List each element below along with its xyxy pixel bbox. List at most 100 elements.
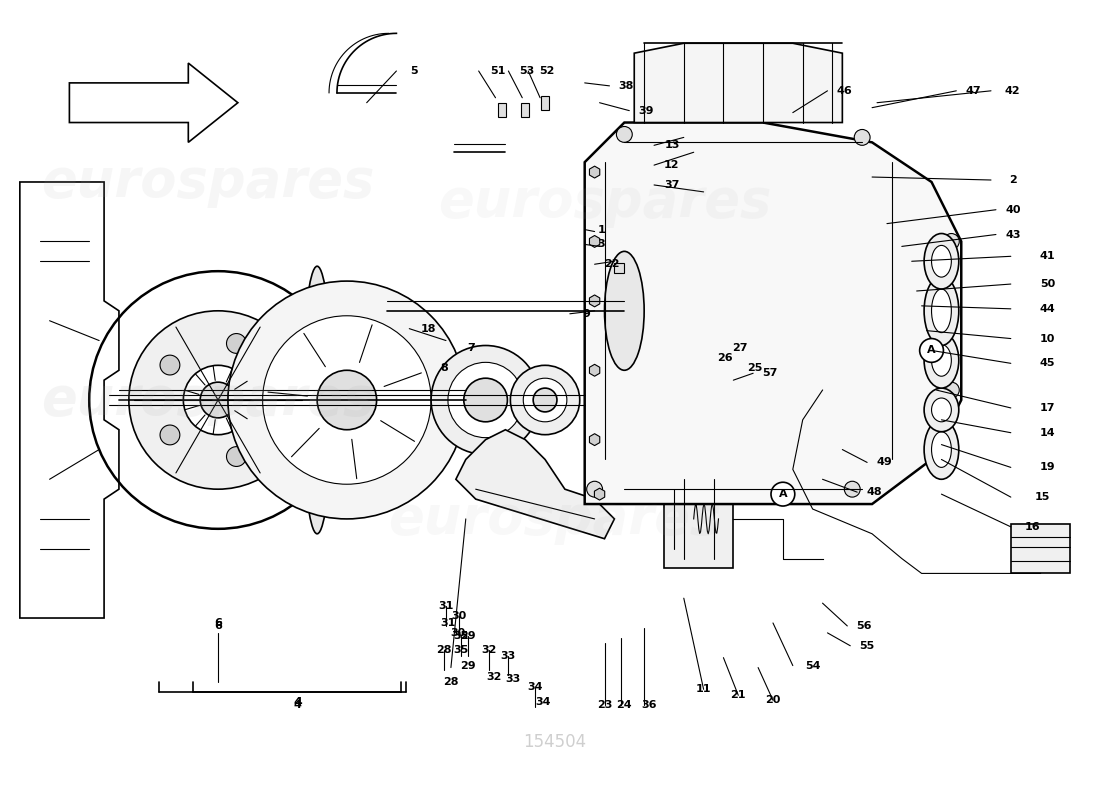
Text: 28: 28	[437, 645, 452, 654]
Text: 52: 52	[539, 66, 554, 76]
Bar	[1011, 524, 1070, 574]
Circle shape	[464, 378, 507, 422]
Circle shape	[129, 311, 307, 489]
Text: 15: 15	[1035, 492, 1050, 502]
Polygon shape	[585, 122, 961, 504]
Text: 26: 26	[717, 354, 734, 363]
Polygon shape	[635, 43, 843, 122]
Circle shape	[510, 366, 580, 434]
Text: 37: 37	[664, 180, 680, 190]
Text: 39: 39	[638, 106, 653, 116]
Text: 3: 3	[597, 239, 605, 250]
Text: 35: 35	[453, 631, 469, 641]
Text: 4: 4	[294, 700, 301, 710]
Text: 48: 48	[866, 487, 882, 497]
Text: 5: 5	[410, 66, 418, 76]
Ellipse shape	[302, 266, 332, 534]
Text: 35: 35	[453, 645, 469, 654]
Circle shape	[160, 425, 179, 445]
Ellipse shape	[932, 289, 952, 333]
Text: 22: 22	[604, 259, 619, 270]
Text: 53: 53	[519, 66, 535, 76]
Text: 31: 31	[438, 601, 453, 611]
Text: 50: 50	[1040, 279, 1055, 289]
Text: 36: 36	[641, 700, 657, 710]
Text: 32: 32	[481, 645, 496, 654]
Text: 12: 12	[664, 160, 680, 170]
Text: A: A	[779, 489, 788, 499]
Text: eurospares: eurospares	[388, 493, 722, 545]
Text: eurospares: eurospares	[438, 176, 771, 228]
Text: 33: 33	[500, 650, 516, 661]
Bar	[521, 102, 529, 117]
Ellipse shape	[932, 432, 952, 467]
Ellipse shape	[924, 234, 959, 289]
Text: 11: 11	[696, 684, 712, 694]
Circle shape	[267, 390, 287, 410]
Polygon shape	[590, 364, 600, 376]
Text: 47: 47	[966, 86, 981, 96]
Circle shape	[200, 382, 235, 418]
Text: 46: 46	[836, 86, 852, 96]
Text: 8: 8	[440, 363, 448, 374]
Text: 55: 55	[859, 641, 874, 650]
Text: 16: 16	[1025, 522, 1041, 532]
Text: 30: 30	[451, 611, 466, 621]
Bar	[541, 96, 549, 110]
Text: 6: 6	[214, 618, 222, 628]
Text: 51: 51	[490, 66, 505, 76]
Text: 29: 29	[460, 631, 475, 641]
Text: 24: 24	[616, 700, 632, 710]
Text: 33: 33	[506, 674, 521, 685]
Text: 7: 7	[466, 343, 474, 354]
Ellipse shape	[924, 420, 959, 479]
Circle shape	[534, 388, 557, 412]
Text: 4: 4	[293, 696, 301, 709]
Text: 18: 18	[420, 324, 436, 334]
Text: 34: 34	[527, 682, 543, 692]
Text: 42: 42	[1005, 86, 1021, 96]
Text: eurospares: eurospares	[42, 374, 375, 426]
Circle shape	[944, 382, 959, 398]
Polygon shape	[590, 166, 600, 178]
Circle shape	[586, 482, 603, 497]
Text: 27: 27	[733, 343, 748, 354]
Circle shape	[228, 281, 465, 519]
Text: 21: 21	[730, 690, 746, 700]
Ellipse shape	[924, 388, 959, 432]
Circle shape	[616, 126, 632, 142]
Text: 57: 57	[762, 368, 778, 378]
Text: 14: 14	[1040, 428, 1055, 438]
Circle shape	[160, 355, 179, 375]
Text: 2: 2	[1009, 175, 1016, 185]
Text: 28: 28	[443, 678, 459, 687]
Text: 54: 54	[805, 661, 821, 670]
Polygon shape	[590, 434, 600, 446]
Text: 32: 32	[486, 673, 502, 682]
Text: 1: 1	[597, 225, 605, 234]
Text: 17: 17	[1040, 403, 1055, 413]
Text: A: A	[927, 346, 936, 355]
Circle shape	[448, 362, 524, 438]
Polygon shape	[69, 63, 238, 142]
Text: 34: 34	[536, 698, 551, 707]
Text: 25: 25	[748, 363, 762, 374]
Text: 49: 49	[876, 458, 892, 467]
Circle shape	[855, 130, 870, 146]
Circle shape	[227, 446, 246, 466]
Polygon shape	[594, 488, 605, 500]
Text: 19: 19	[1040, 462, 1055, 472]
Text: 29: 29	[460, 661, 475, 670]
Ellipse shape	[605, 251, 645, 370]
Ellipse shape	[932, 246, 952, 277]
Text: 41: 41	[1040, 251, 1055, 262]
Text: 20: 20	[766, 695, 781, 706]
Circle shape	[317, 370, 376, 430]
Ellipse shape	[932, 398, 952, 422]
Polygon shape	[455, 430, 615, 538]
Bar	[664, 470, 734, 569]
Bar	[498, 102, 506, 117]
Polygon shape	[590, 235, 600, 247]
Text: 43: 43	[1005, 230, 1021, 239]
Circle shape	[263, 316, 431, 484]
